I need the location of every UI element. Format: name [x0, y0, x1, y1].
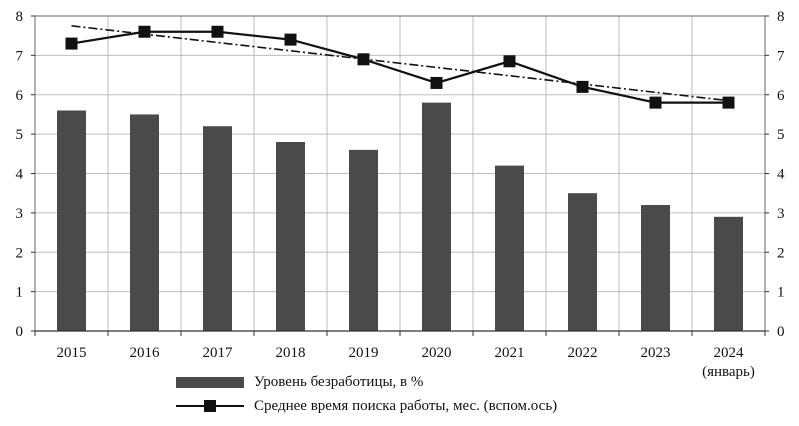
legend-label-bars: Уровень безработицы, в %: [254, 373, 424, 390]
y-tick-label: 1: [16, 285, 24, 301]
y-tick-label: 3: [16, 206, 24, 222]
trendline-path: [71, 25, 729, 102]
x-tick-label: 2015: [57, 345, 87, 361]
legend-line-swatch: [176, 400, 244, 412]
x-tick-sublabel: (январь): [702, 364, 755, 380]
y2-tick-label: 1: [777, 285, 785, 301]
x-tick-label: 2020: [422, 345, 452, 361]
bar-2022: [568, 193, 597, 331]
y2-tick-label: 5: [777, 127, 785, 143]
trendline: [71, 25, 729, 102]
point-2022: [576, 80, 589, 93]
y2-tick-label: 2: [777, 245, 785, 261]
series-line-path: [71, 30, 729, 104]
y2-tick-label: 4: [777, 167, 785, 183]
y-tick-label: 2: [16, 245, 24, 261]
line-series: [65, 25, 735, 109]
bar-2019: [349, 149, 378, 331]
y2-tick-label: 3: [777, 206, 785, 222]
point-2023: [649, 96, 662, 109]
legend-label-line: Среднее время поиска работы, мес. (вспом…: [254, 397, 558, 414]
point-2015: [65, 37, 78, 50]
y-tick-label: 0: [16, 324, 24, 340]
bar-2020: [422, 102, 451, 331]
bar-2023: [641, 205, 670, 331]
x-tick-label: 2023: [641, 345, 671, 361]
point-2021: [503, 55, 516, 68]
bar-series: [57, 102, 743, 331]
y2-axis-ticks: 0 1 2 3 4 5 6 7 8: [765, 9, 785, 340]
y-axis-ticks: 0 1 2 3 4 5 6 7 8: [16, 9, 35, 340]
y-tick-label: 7: [16, 48, 24, 64]
bar-2021: [495, 165, 524, 331]
point-2019: [357, 53, 370, 66]
x-axis-ticks: 2015 2016 2017 2018 2019 2020 2021 2022 2023 2024…: [34, 331, 766, 380]
x-tick-label: 2021: [495, 345, 525, 361]
y2-tick-label: 8: [777, 9, 785, 25]
y2-tick-label: 6: [777, 88, 785, 104]
x-tick-label: 2024: [714, 345, 745, 361]
bar-2018: [276, 142, 305, 331]
y-tick-label: 6: [16, 88, 24, 104]
bar-2016: [130, 114, 159, 331]
y2-tick-label: 7: [777, 48, 785, 64]
x-tick-label: 2022: [568, 345, 598, 361]
legend-item-line: Среднее время поиска работы, мес. (вспом…: [176, 394, 557, 418]
y2-tick-label: 0: [777, 324, 785, 340]
x-tick-label: 2018: [276, 345, 306, 361]
point-2017: [211, 25, 224, 38]
x-tick-label: 2016: [130, 345, 161, 361]
y-tick-label: 5: [16, 127, 24, 143]
x-tick-label: 2019: [349, 345, 379, 361]
point-2018: [284, 33, 297, 46]
bar-2017: [203, 126, 232, 331]
x-tick-label: 2017: [203, 345, 234, 361]
y-tick-label: 8: [16, 9, 24, 25]
legend: Уровень безработицы, в % Среднее время п…: [176, 370, 557, 418]
legend-bar-swatch: [176, 376, 244, 388]
legend-item-bars: Уровень безработицы, в %: [176, 370, 557, 394]
point-2016: [138, 25, 151, 38]
point-2024: [722, 96, 735, 109]
bar-2024: [714, 216, 743, 331]
point-2020: [430, 76, 443, 89]
y-tick-label: 4: [16, 167, 24, 183]
bar-2015: [57, 110, 86, 331]
